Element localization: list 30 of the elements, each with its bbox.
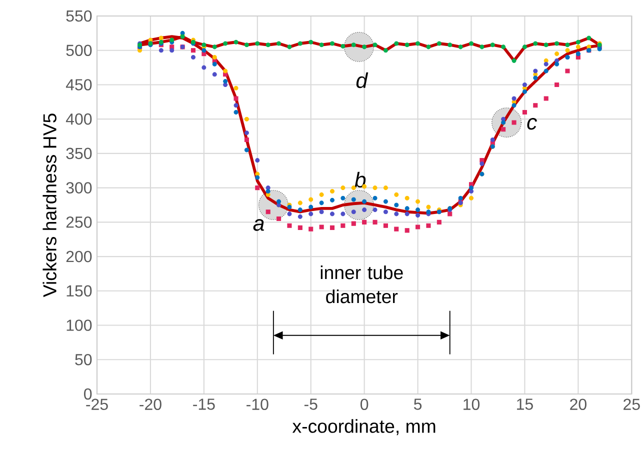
x-tick-label: -5 bbox=[304, 398, 318, 410]
y-tick-label: 400 bbox=[66, 113, 92, 125]
y-tick-label: 500 bbox=[66, 44, 92, 56]
annotation: b bbox=[354, 172, 366, 188]
y-tick-label: 100 bbox=[66, 320, 92, 331]
x-tick-label: -25 bbox=[86, 398, 108, 410]
annotation: inner tube diameter bbox=[320, 266, 403, 304]
x-tick-label: 5 bbox=[414, 398, 422, 410]
y-tick-label: 350 bbox=[66, 148, 92, 160]
y-tick-label: 250 bbox=[66, 216, 92, 228]
x-tick-label: -20 bbox=[140, 398, 162, 410]
x-tick-label: 15 bbox=[517, 398, 533, 410]
y-axis-title: Vickers hardness HV5 bbox=[42, 114, 56, 298]
annotation: d bbox=[356, 72, 368, 88]
y-tick-label: 300 bbox=[66, 182, 92, 194]
x-tick-label: 0 bbox=[360, 398, 368, 410]
x-tick-label: 10 bbox=[464, 398, 480, 410]
y-tick-label: 0 bbox=[84, 388, 92, 400]
x-tick-label: -15 bbox=[193, 398, 215, 410]
y-tick-label: 150 bbox=[66, 285, 92, 297]
annotation: c bbox=[527, 118, 537, 130]
y-tick-label: 50 bbox=[75, 354, 92, 366]
y-tick-label: 450 bbox=[66, 79, 92, 90]
x-tick-label: -10 bbox=[246, 398, 268, 410]
y-tick-label: 550 bbox=[66, 10, 92, 22]
y-tick-label: 200 bbox=[66, 250, 92, 262]
x-axis-title: x-coordinate, mm bbox=[292, 419, 436, 436]
annotation: a bbox=[253, 219, 264, 231]
x-tick-label: 25 bbox=[624, 398, 640, 410]
x-tick-label: 20 bbox=[570, 398, 586, 410]
